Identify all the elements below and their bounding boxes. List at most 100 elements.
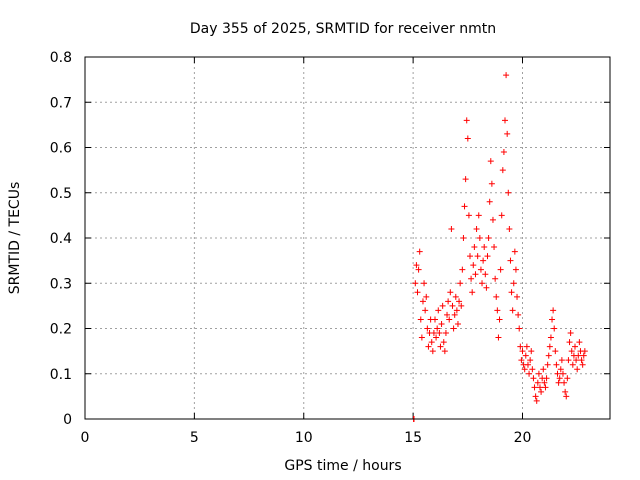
data-point xyxy=(441,348,448,355)
data-point xyxy=(486,198,493,205)
data-point xyxy=(422,307,429,314)
y-tick-label: 0.5 xyxy=(50,186,72,202)
data-point xyxy=(477,266,484,273)
data-point xyxy=(416,248,423,255)
data-point xyxy=(476,235,483,241)
data-point xyxy=(494,307,501,314)
data-point xyxy=(505,189,512,196)
data-point xyxy=(499,167,506,174)
data-point xyxy=(559,370,566,377)
data-point xyxy=(434,325,441,332)
chart-title: Day 355 of 2025, SRMTID for receiver nmt… xyxy=(190,21,496,37)
data-point xyxy=(529,366,536,373)
y-tick-label: 0.7 xyxy=(50,95,72,111)
y-tick-label: 0.8 xyxy=(50,50,72,66)
data-point xyxy=(484,253,491,260)
data-point xyxy=(460,235,467,241)
data-point xyxy=(412,280,419,287)
data-point xyxy=(491,244,498,251)
data-point xyxy=(523,343,530,350)
data-point xyxy=(526,370,533,377)
data-point xyxy=(481,244,488,251)
data-point xyxy=(567,330,574,337)
data-point xyxy=(446,316,453,323)
data-point xyxy=(511,248,518,255)
data-point xyxy=(500,149,507,156)
y-tick-label: 0.6 xyxy=(50,141,72,157)
y-axis-title: SRMTID / TECUs xyxy=(7,182,23,295)
data-point xyxy=(538,388,545,395)
data-point xyxy=(475,212,482,219)
data-point xyxy=(497,266,504,273)
data-point xyxy=(469,289,476,296)
data-point xyxy=(506,225,513,232)
data-point xyxy=(456,298,463,305)
data-point xyxy=(453,307,460,314)
data-point xyxy=(474,253,481,260)
data-point xyxy=(507,257,514,264)
data-point xyxy=(437,343,444,350)
data-point xyxy=(502,117,508,124)
data-point xyxy=(528,348,535,355)
data-point xyxy=(514,293,521,300)
data-point xyxy=(467,253,473,260)
data-point xyxy=(515,311,522,318)
data-point xyxy=(527,357,534,364)
data-point xyxy=(493,293,500,300)
data-point xyxy=(458,302,465,309)
data-point xyxy=(557,366,564,373)
data-point xyxy=(532,393,539,400)
data-point xyxy=(519,348,526,355)
data-point xyxy=(438,320,445,327)
x-tick-label: 5 xyxy=(190,430,199,446)
data-point xyxy=(472,271,479,278)
gridlines xyxy=(85,57,610,419)
data-point xyxy=(482,271,489,278)
data-point xyxy=(554,370,561,377)
data-point xyxy=(579,361,586,368)
data-point xyxy=(483,284,490,291)
x-tick-label: 0 xyxy=(81,430,90,446)
data-point xyxy=(419,298,426,305)
data-point xyxy=(450,325,457,332)
y-tick-label: 0 xyxy=(63,412,72,428)
data-point xyxy=(555,379,562,386)
data-point xyxy=(457,280,464,287)
x-tick-label: 15 xyxy=(404,430,422,446)
data-point xyxy=(542,384,549,391)
data-point xyxy=(541,379,548,386)
data-point xyxy=(448,225,455,232)
data-point xyxy=(549,316,556,323)
data-point xyxy=(503,72,510,79)
data-point xyxy=(413,262,420,269)
data-point xyxy=(492,275,499,282)
data-point xyxy=(423,293,430,300)
data-point xyxy=(418,334,425,341)
data-point xyxy=(543,375,550,382)
x-axis-title: GPS time / hours xyxy=(284,458,401,474)
data-point xyxy=(442,330,449,337)
data-point xyxy=(563,393,570,400)
data-point xyxy=(575,352,582,359)
data-point xyxy=(461,203,468,210)
data-point xyxy=(544,361,551,368)
x-tick-label: 20 xyxy=(514,430,532,446)
data-point xyxy=(546,343,553,350)
y-tick-label: 0.3 xyxy=(50,276,72,292)
data-point xyxy=(415,266,422,273)
data-point xyxy=(440,339,447,346)
data-point xyxy=(504,130,511,137)
data-point xyxy=(516,325,523,332)
data-point xyxy=(436,330,443,337)
y-tick-label: 0.2 xyxy=(50,322,72,338)
data-point xyxy=(429,348,436,355)
data-point xyxy=(454,320,461,327)
data-point xyxy=(417,316,424,323)
data-point xyxy=(451,311,458,318)
data-point xyxy=(433,334,440,341)
data-point xyxy=(432,316,438,323)
data-point xyxy=(452,293,459,300)
data-point xyxy=(552,348,559,355)
